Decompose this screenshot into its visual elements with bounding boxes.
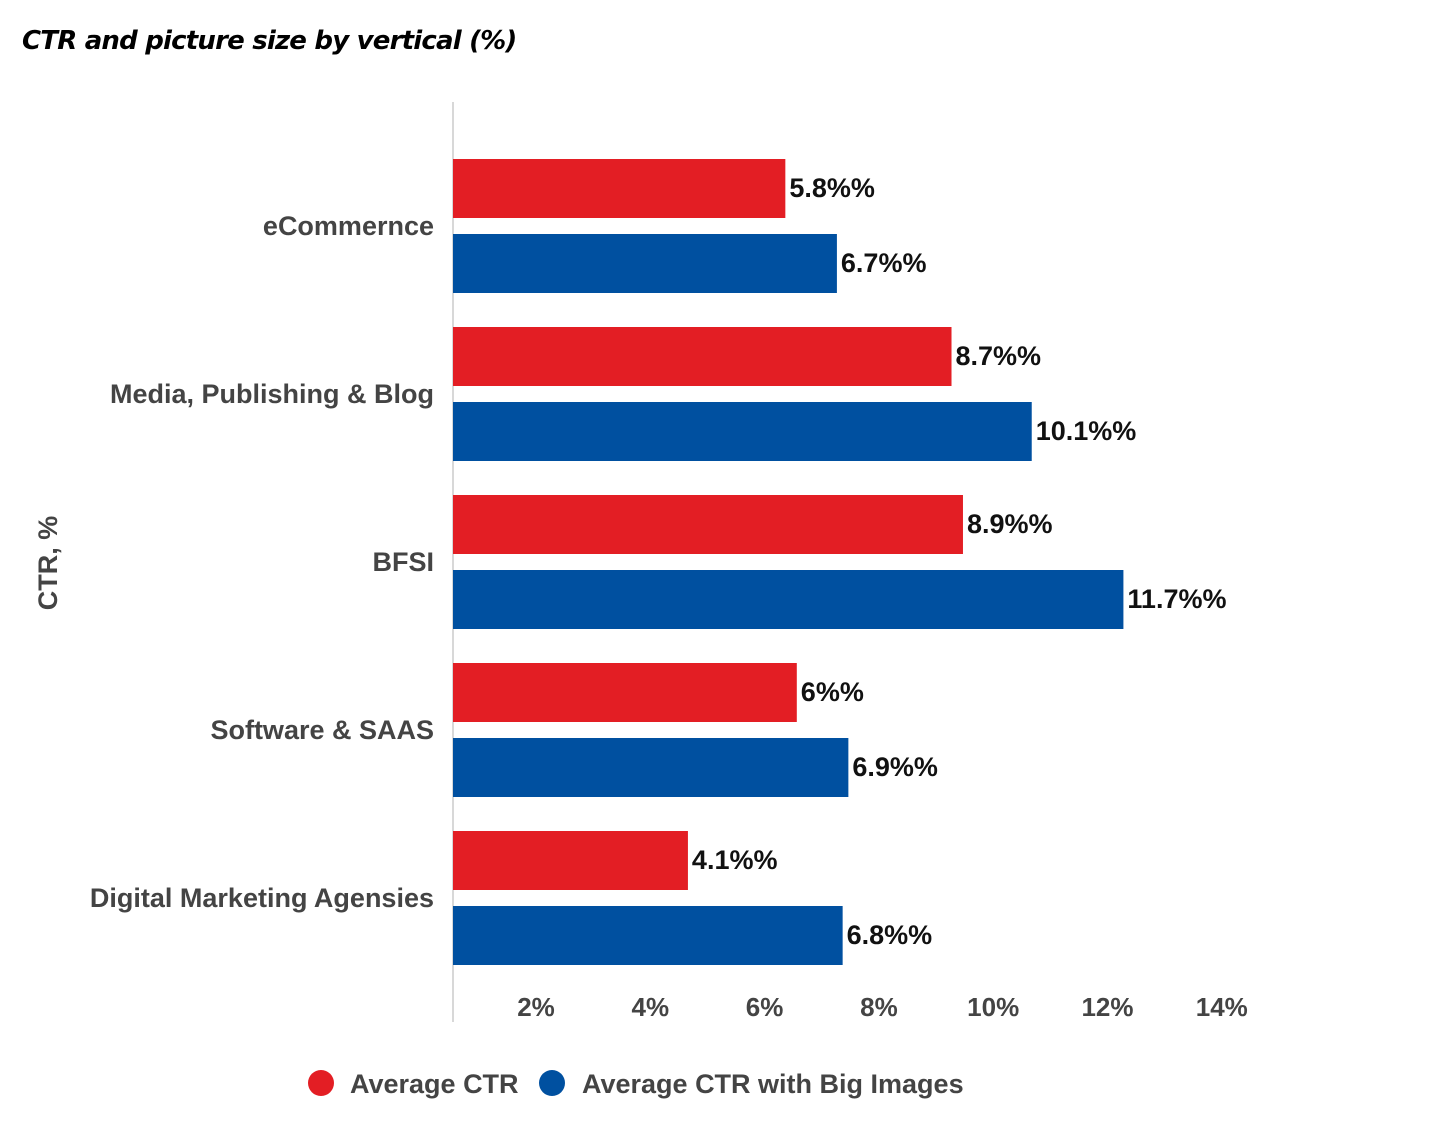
bar-average-ctr	[453, 831, 688, 890]
x-tick-label: 6%	[746, 992, 784, 1022]
bar-average-ctr	[453, 159, 786, 218]
legend-marker	[539, 1070, 565, 1096]
data-label: 10.1%%	[1036, 416, 1137, 446]
bar-average-ctr	[453, 495, 963, 554]
data-label: 6.8%%	[847, 920, 933, 950]
bar-average-ctr-big-images	[453, 738, 849, 797]
category-label: Software & SAAS	[210, 715, 434, 745]
x-tick-label: 14%	[1196, 992, 1248, 1022]
bar-average-ctr-big-images	[453, 570, 1124, 629]
x-tick-label: 10%	[967, 992, 1019, 1022]
x-tick-label: 2%	[517, 992, 555, 1022]
category-label: BFSI	[372, 547, 434, 577]
category-label: eCommernce	[263, 211, 434, 241]
data-label: 8.7%%	[956, 341, 1042, 371]
data-label: 5.8%%	[789, 173, 875, 203]
chart-title: CTR and picture size by vertical (%)	[22, 26, 517, 56]
data-label: 11.7%%	[1127, 584, 1226, 614]
data-label: 6.7%%	[841, 248, 927, 278]
category-label: Digital Marketing Agensies	[90, 883, 434, 913]
data-label: 4.1%%	[692, 845, 778, 875]
data-label: 8.9%%	[967, 509, 1053, 539]
legend-label: Average CTR	[350, 1069, 519, 1099]
x-tick-label: 8%	[860, 992, 898, 1022]
bar-average-ctr-big-images	[453, 234, 837, 293]
legend-marker	[308, 1070, 334, 1096]
x-tick-label: 12%	[1081, 992, 1133, 1022]
y-axis-label: CTR, %	[33, 516, 63, 611]
category-label: Media, Publishing & Blog	[110, 379, 434, 409]
x-tick-label: 4%	[632, 992, 670, 1022]
legend-label: Average CTR with Big Images	[582, 1069, 964, 1099]
bar-average-ctr	[453, 663, 797, 722]
bar-average-ctr-big-images	[453, 906, 843, 965]
bar-average-ctr	[453, 327, 952, 386]
bar-average-ctr-big-images	[453, 402, 1032, 461]
data-label: 6.9%%	[852, 752, 938, 782]
data-label: 6%%	[801, 677, 864, 707]
